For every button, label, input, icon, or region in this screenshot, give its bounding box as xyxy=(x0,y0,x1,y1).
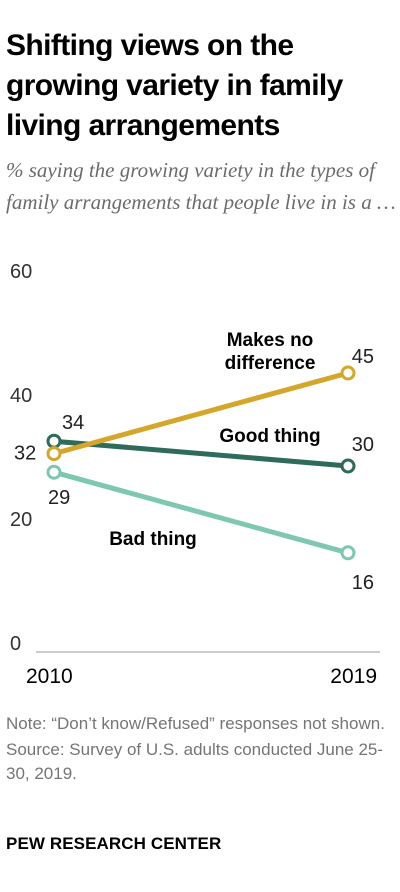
x-tick-label-2010: 2010 xyxy=(26,665,73,688)
series-line-good-thing xyxy=(51,438,351,469)
chart-subtitle: % saying the growing variety in the type… xyxy=(6,158,396,214)
value-label-bad-thing-2010: 29 xyxy=(48,487,70,509)
series-label-good-thing: Good thing xyxy=(219,426,320,447)
value-label-good-thing-2010: 34 xyxy=(62,412,84,434)
point-good-thing-2019 xyxy=(340,458,356,474)
point-bad-thing-2019 xyxy=(340,545,356,561)
series-label-bad-thing: Bad thing xyxy=(109,529,197,550)
point-makes-no-difference-2010 xyxy=(46,446,62,462)
series-label-makes-no-difference: Makes no xyxy=(227,330,314,351)
value-label-makes-no-difference-2010: 32 xyxy=(14,443,36,465)
point-good-thing-2010 xyxy=(46,433,62,449)
point-makes-no-difference-2019 xyxy=(340,365,356,381)
y-tick-label-0: 0 xyxy=(10,633,21,655)
series-label-makes-no-difference-line2: difference xyxy=(225,353,316,374)
line-chart: 0 20 40 60 2010 2019 32 45 34 30 29 16 Makes nodiffe… xyxy=(10,262,380,688)
chart-title: Shifting views on the growing variety in… xyxy=(6,29,343,142)
series-line-bad-thing xyxy=(51,469,351,556)
value-label-makes-no-difference-2019: 45 xyxy=(352,346,374,368)
pew-logo-text: PEW RESEARCH CENTER xyxy=(6,834,222,853)
note-text: Note: “Don’t know/Refused” responses not… xyxy=(6,714,385,733)
value-label-bad-thing-2019: 16 xyxy=(352,572,374,594)
x-tick-label-2019: 2019 xyxy=(330,665,377,688)
y-tick-label-40: 40 xyxy=(10,385,32,407)
series-line-makes-no-difference xyxy=(51,370,351,457)
y-tick-label-60: 60 xyxy=(10,262,32,283)
y-tick-label-20: 20 xyxy=(10,509,32,531)
value-label-good-thing-2019: 30 xyxy=(352,434,374,456)
footnotes: Note: “Don’t know/Refused” responses not… xyxy=(6,712,396,786)
source-text: Source: Survey of U.S. adults conducted … xyxy=(6,740,384,783)
point-bad-thing-2010 xyxy=(46,464,62,480)
